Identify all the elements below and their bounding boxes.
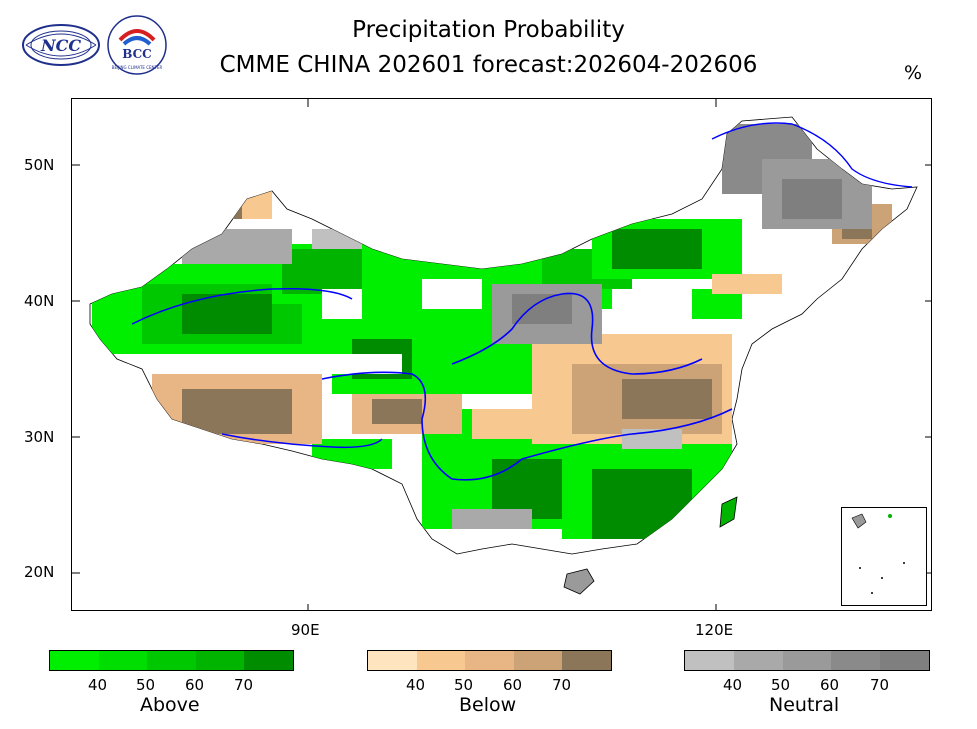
legend-below-tick: 70 [552, 676, 572, 694]
map-area [71, 98, 932, 611]
legend-neutral-swatch [880, 651, 929, 670]
legend-above-tick: 40 [88, 676, 108, 694]
legend-above-swatch [50, 651, 99, 670]
legend-neutral-swatch [782, 651, 832, 670]
unit-label: % [904, 62, 923, 84]
y-label-50n: 50N [24, 156, 55, 174]
legend-below-tick: 40 [406, 676, 426, 694]
legend-below-swatch [416, 651, 466, 670]
legend-neutral-tick: 70 [870, 676, 890, 694]
yangtze-river [321, 371, 733, 481]
legend-above-swatch [195, 651, 245, 670]
south-china-sea-inset [841, 507, 927, 606]
legend-neutral-tick: 40 [723, 676, 743, 694]
legend-below-bar [367, 650, 612, 671]
legend-neutral-swatch [831, 651, 881, 670]
x-label-90e: 90E [291, 621, 320, 639]
legend-above-swatch [98, 651, 148, 670]
legend-above-tick: 50 [136, 676, 156, 694]
legend-below-swatch [465, 651, 514, 670]
probability-shading [92, 124, 892, 539]
y-label-40n: 40N [24, 292, 55, 310]
legend-below-swatch [513, 651, 563, 670]
axis-ticks [72, 99, 931, 610]
legend-above-tick: 60 [185, 676, 205, 694]
x-label-120e: 120E [695, 621, 734, 639]
legend-above-swatch [147, 651, 196, 670]
legend-below-tick: 50 [454, 676, 474, 694]
ncc-logo-text: NCC [40, 36, 81, 55]
map-title: Precipitation Probability [352, 17, 625, 43]
legend-below-swatch [368, 651, 417, 670]
legend-neutral-name: Neutral [769, 694, 840, 716]
legend-neutral-swatch [685, 651, 734, 670]
bcc-logo-text: BCC [122, 47, 151, 61]
legend-above-name: Above [140, 694, 200, 716]
legend-above-bar [49, 650, 294, 671]
legend-below-tick: 60 [503, 676, 523, 694]
legend-neutral-swatch [733, 651, 783, 670]
y-label-30n: 30N [24, 428, 55, 446]
yellow-river [451, 292, 703, 375]
legend-neutral-tick: 60 [820, 676, 840, 694]
hainan-island [563, 568, 595, 595]
legend-neutral-tick: 50 [771, 676, 791, 694]
legend-above-tick: 70 [234, 676, 254, 694]
ncc-logo: NCC [20, 15, 102, 69]
yarlung-river [221, 433, 383, 449]
legend-above-swatch [244, 651, 293, 670]
legend-below-name: Below [459, 694, 517, 716]
tarim-river [131, 287, 353, 325]
legend-below-swatch [562, 651, 611, 670]
bcc-ring-text: BEIJING CLIMATE CENTER [112, 65, 163, 70]
taiwan-island [719, 496, 738, 528]
bcc-logo: BCC BEIJING CLIMATE CENTER [106, 14, 168, 76]
legend-neutral-bar [684, 650, 930, 671]
map-subtitle: CMME CHINA 202601 forecast:202604-202606 [219, 52, 758, 78]
y-label-20n: 20N [24, 563, 55, 581]
amur-river [711, 122, 913, 188]
